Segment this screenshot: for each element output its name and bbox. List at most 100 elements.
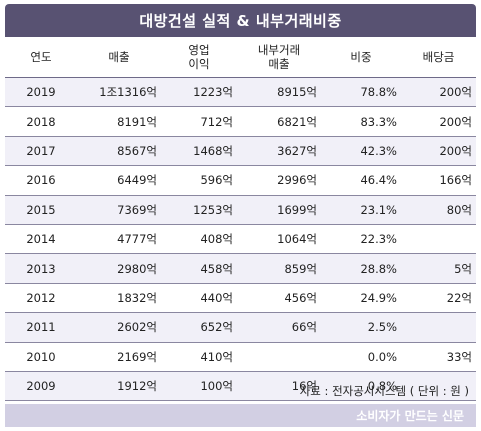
table-cell-dividend: 200억 bbox=[401, 106, 476, 137]
table-cell-ratio: 2.5% bbox=[321, 312, 401, 343]
table-cell-dividend bbox=[401, 312, 476, 343]
table-cell-dividend bbox=[401, 371, 476, 402]
table-cell-ratio: 28.8% bbox=[321, 253, 401, 284]
table-row: 2014 4777억 408억 1064억 22.3% bbox=[5, 224, 476, 255]
column-header-line: 매출 bbox=[108, 50, 130, 64]
table-cell-operating-profit: 1468억 bbox=[161, 136, 237, 167]
table-cell-internal-trade-sales: 859억 bbox=[237, 253, 321, 284]
footer-bar: 소비자가 만드는 신문 bbox=[5, 404, 476, 427]
table-cell-revenue: 8191억 bbox=[77, 106, 161, 137]
table-cell-revenue: 1조1316억 bbox=[77, 77, 161, 108]
header-row: 연도 매출 영업 이익 내부거래 매출 비중 배당금 bbox=[5, 37, 476, 78]
table-cell-dividend bbox=[401, 224, 476, 255]
table-cell-dividend: 5억 bbox=[401, 253, 476, 284]
table-cell-internal-trade-sales: 16억 bbox=[237, 371, 321, 402]
table-cell-ratio: 83.3% bbox=[321, 106, 401, 137]
table-cell-revenue: 6449억 bbox=[77, 165, 161, 196]
table-row: 2009 1912억 100억 16억 0.8% bbox=[5, 371, 476, 402]
table-cell-internal-trade-sales: 456억 bbox=[237, 283, 321, 314]
table-cell-ratio: 46.4% bbox=[321, 165, 401, 196]
table-cell-revenue: 1832억 bbox=[77, 283, 161, 314]
table-cell-dividend: 200억 bbox=[401, 77, 476, 108]
table-cell-internal-trade-sales: 1699억 bbox=[237, 195, 321, 225]
title-bar: 대방건설 실적 & 내부거래비중 bbox=[5, 4, 476, 37]
table-cell-internal-trade-sales: 6821억 bbox=[237, 106, 321, 137]
table-row: 2010 2169억 410억 0.0% 33억 bbox=[5, 342, 476, 372]
table-cell-year: 2009 bbox=[5, 371, 77, 402]
table-row: 2016 6449억 596억 2996억 46.4% 166억 bbox=[5, 165, 476, 196]
table-cell-internal-trade-sales: 8915억 bbox=[237, 77, 321, 108]
column-header-line: 연도 bbox=[30, 50, 52, 64]
column-header-line: 내부거래 bbox=[257, 43, 301, 57]
column-header-internal-trade-sales: 내부거래 매출 bbox=[237, 37, 321, 78]
column-header-year: 연도 bbox=[5, 37, 77, 78]
table-cell-year: 2013 bbox=[5, 253, 77, 284]
column-header-line: 배당금 bbox=[422, 50, 455, 64]
table-cell-ratio: 42.3% bbox=[321, 136, 401, 167]
table-cell-revenue: 1912억 bbox=[77, 371, 161, 402]
table-cell-ratio: 0.8% bbox=[321, 371, 401, 402]
column-header-ratio: 비중 bbox=[321, 37, 401, 78]
table-cell-dividend: 80억 bbox=[401, 195, 476, 225]
table-cell-internal-trade-sales: 2996억 bbox=[237, 165, 321, 196]
table-cell-revenue: 4777억 bbox=[77, 224, 161, 255]
table-cell-revenue: 8567억 bbox=[77, 136, 161, 167]
table-row: 2015 7369억 1253억 1699억 23.1% 80억 bbox=[5, 195, 476, 225]
table-cell-ratio: 22.3% bbox=[321, 224, 401, 255]
table-cell-year: 2010 bbox=[5, 342, 77, 372]
table-cell-ratio: 78.8% bbox=[321, 77, 401, 108]
table-cell-internal-trade-sales bbox=[237, 342, 321, 372]
table-cell-year: 2014 bbox=[5, 224, 77, 255]
source-note: 자료 : 전자공시시스템 ( 단위 : 원 ) bbox=[299, 384, 469, 398]
table-cell-operating-profit: 1253억 bbox=[161, 195, 237, 225]
table-body: 2019 1조1316억 1223억 8915억 78.8% 200억 2018 8191억 7… bbox=[5, 77, 476, 402]
column-header-line: 매출 bbox=[268, 57, 290, 71]
table-cell-year: 2011 bbox=[5, 312, 77, 343]
table-cell-operating-profit: 652억 bbox=[161, 312, 237, 343]
table-cell-dividend: 166억 bbox=[401, 165, 476, 196]
table-row: 2011 2602억 652억 66억 2.5% bbox=[5, 312, 476, 343]
table-cell-operating-profit: 410억 bbox=[161, 342, 237, 372]
table-cell-operating-profit: 408억 bbox=[161, 224, 237, 255]
table-cell-operating-profit: 1223억 bbox=[161, 77, 237, 108]
table-cell-revenue: 2980억 bbox=[77, 253, 161, 284]
table-cell-operating-profit: 458억 bbox=[161, 253, 237, 284]
table-cell-revenue: 7369억 bbox=[77, 195, 161, 225]
table-title: 대방건설 실적 & 내부거래비중 bbox=[139, 12, 342, 30]
earnings-table: 연도 매출 영업 이익 내부거래 매출 비중 배당금 2019 1조1316억 1223억 8915… bbox=[5, 37, 476, 402]
table-cell-revenue: 2602억 bbox=[77, 312, 161, 343]
table-cell-year: 2016 bbox=[5, 165, 77, 196]
table-cell-year: 2018 bbox=[5, 106, 77, 137]
table-cell-dividend: 200억 bbox=[401, 136, 476, 167]
table-cell-operating-profit: 440억 bbox=[161, 283, 237, 314]
table-cell-internal-trade-sales: 1064억 bbox=[237, 224, 321, 255]
table-row: 2019 1조1316억 1223억 8915억 78.8% 200억 bbox=[5, 77, 476, 108]
table-row: 2012 1832억 440억 456억 24.9% 22억 bbox=[5, 283, 476, 314]
table-cell-dividend: 22억 bbox=[401, 283, 476, 314]
table-cell-ratio: 24.9% bbox=[321, 283, 401, 314]
table-cell-operating-profit: 712억 bbox=[161, 106, 237, 137]
table-cell-year: 2015 bbox=[5, 195, 77, 225]
table-cell-revenue: 2169억 bbox=[77, 342, 161, 372]
table-row: 2017 8567억 1468억 3627억 42.3% 200억 bbox=[5, 136, 476, 167]
column-header-revenue: 매출 bbox=[77, 37, 161, 78]
column-header-dividend: 배당금 bbox=[401, 37, 476, 78]
column-header-operating-profit: 영업 이익 bbox=[161, 37, 237, 78]
column-header-line: 이익 bbox=[188, 57, 210, 71]
table-cell-year: 2012 bbox=[5, 283, 77, 314]
table-cell-year: 2017 bbox=[5, 136, 77, 167]
table-cell-operating-profit: 596억 bbox=[161, 165, 237, 196]
table-cell-ratio: 0.0% bbox=[321, 342, 401, 372]
table-row: 2018 8191억 712억 6821억 83.3% 200억 bbox=[5, 106, 476, 137]
column-header-line: 영업 bbox=[188, 43, 210, 57]
table-cell-internal-trade-sales: 3627억 bbox=[237, 136, 321, 167]
table-cell-ratio: 23.1% bbox=[321, 195, 401, 225]
footer-slogan: 소비자가 만드는 신문 bbox=[356, 409, 464, 423]
table-cell-dividend: 33억 bbox=[401, 342, 476, 372]
column-header-line: 비중 bbox=[350, 50, 372, 64]
table-cell-operating-profit: 100억 bbox=[161, 371, 237, 402]
table-row: 2013 2980억 458억 859억 28.8% 5억 bbox=[5, 253, 476, 284]
table-cell-year: 2019 bbox=[5, 77, 77, 108]
table-cell-internal-trade-sales: 66억 bbox=[237, 312, 321, 343]
